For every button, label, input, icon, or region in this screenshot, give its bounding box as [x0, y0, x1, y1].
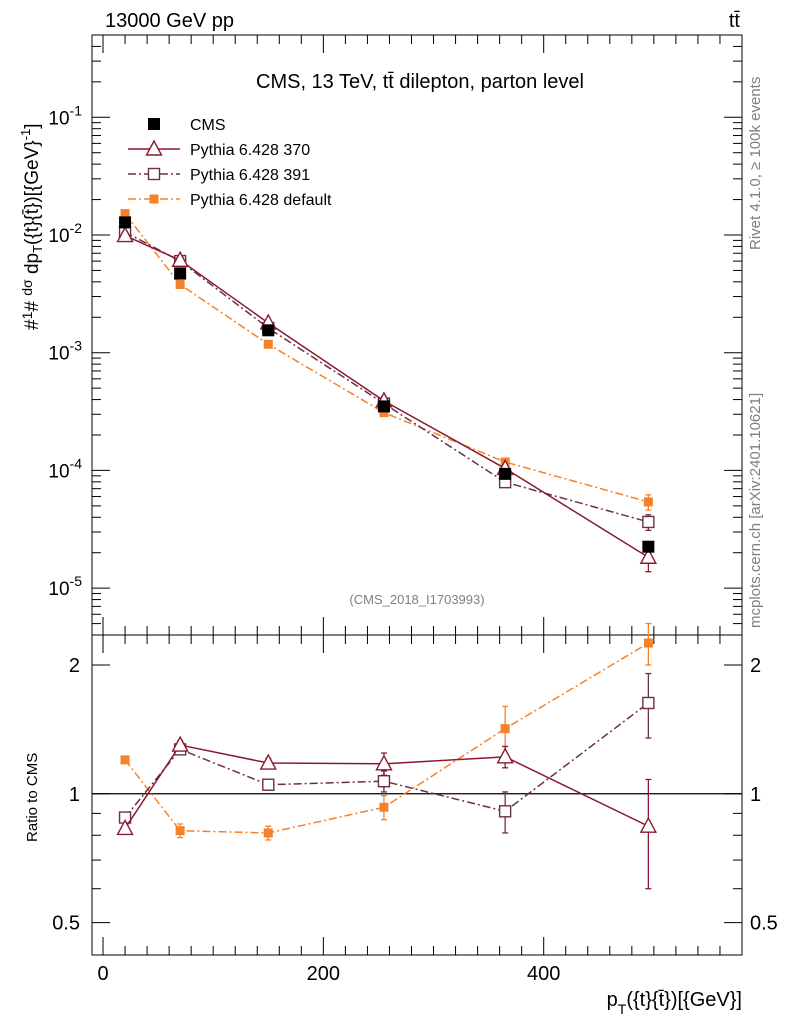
analysis-watermark: (CMS_2018_I1703993) [349, 592, 484, 607]
data-point [263, 828, 273, 838]
data-point [643, 497, 653, 507]
legend-item: Pythia 6.428 391 [128, 167, 310, 184]
data-point [116, 818, 134, 836]
main-y-axis-label: #1# dσ dpT({t}{t̄})[{GeV}-1] [18, 124, 45, 330]
main-series-pythia-6-428-391 [118, 225, 655, 531]
data-point [174, 267, 187, 280]
data-point [171, 250, 189, 267]
data-point [263, 339, 273, 349]
mcplots-label: mcplots.cern.ch [arXiv:2401.10621] [747, 393, 764, 628]
ratio-y-tick-label: 2 [69, 655, 80, 677]
data-point [496, 747, 514, 764]
data-point [377, 775, 391, 788]
chart-title: CMS, 13 TeV, tt̄ dilepton, parton level [256, 71, 584, 93]
main-y-tick-label: 10-1 [48, 102, 82, 129]
data-point [499, 467, 512, 480]
data-point [259, 753, 277, 770]
data-point [642, 696, 655, 710]
data-point [262, 324, 275, 337]
data-point [379, 802, 389, 812]
x-axis-label: pT({t}{t̄})[{GeV}] [607, 989, 742, 1017]
ratio-y-tick-label-right: 0.5 [750, 913, 778, 935]
x-tick-label: 400 [527, 963, 560, 985]
legend-label: Pythia 6.428 391 [190, 167, 310, 184]
series-line [124, 702, 649, 819]
legend-item: Pythia 6.428 default [128, 192, 332, 209]
ratio-series-pythia-6-428-370 [116, 735, 658, 890]
data-point [119, 216, 132, 229]
ratio-y-tick-label-right: 1 [750, 784, 761, 806]
legend-marker [145, 139, 163, 156]
data-point [642, 540, 655, 553]
header-energy-label: 13000 GeV pp [105, 10, 234, 32]
main-series-pythia-6-428-370 [116, 226, 658, 573]
series-line [124, 231, 649, 523]
ratio-y-tick-label-right: 2 [750, 655, 761, 677]
legend-marker [149, 194, 159, 204]
legend-marker [148, 118, 160, 130]
data-point [639, 547, 658, 564]
data-point [500, 724, 510, 734]
data-point [175, 279, 185, 289]
main-y-tick-label: 10-3 [48, 338, 82, 365]
main-y-tick-label: 10-2 [48, 220, 82, 247]
legend-label: Pythia 6.428 default [190, 192, 332, 209]
data-point [379, 408, 389, 418]
ratio-axis-ticks: 0.5 0.5 1 1 2 2 0 200 400 [52, 635, 778, 985]
legend-label: Pythia 6.428 370 [190, 142, 310, 159]
svg-text:#1# dσ dpT({t}{t̄})[{GeV}-1]: #1# dσ dpT({t}{t̄})[{GeV}-1] [18, 124, 45, 330]
svg-text:pT({t}{t̄})[{GeV}]: pT({t}{t̄})[{GeV}] [607, 989, 742, 1017]
main-y-tick-label: 10-4 [48, 455, 82, 482]
x-tick-label: 0 [97, 963, 108, 985]
legend-item: CMS [148, 117, 226, 134]
ratio-y-tick-label: 0.5 [52, 913, 80, 935]
data-point [171, 735, 189, 752]
series-line [124, 744, 649, 829]
legend-marker [147, 167, 161, 181]
main-series-group [116, 209, 658, 573]
series-line [124, 642, 649, 834]
series-line [124, 213, 649, 503]
legend-label: CMS [190, 117, 226, 134]
ratio-y-tick-label: 1 [69, 784, 80, 806]
data-point [175, 826, 185, 836]
legend: CMS Pythia 6.428 370 Pythia 6.428 391 Pythi… [128, 117, 332, 209]
series-line [124, 234, 649, 558]
data-point [120, 755, 130, 765]
data-point [120, 209, 130, 219]
x-tick-label: 200 [307, 963, 340, 985]
main-series-pythia-6-428-default [120, 209, 653, 511]
main-series-cms [119, 216, 655, 553]
header-process-label: tt̄ [729, 10, 741, 32]
rivet-version-label: Rivet 4.1.0, ≥ 100k events [747, 77, 764, 250]
legend-item: Pythia 6.428 370 [128, 139, 310, 159]
data-point [498, 805, 512, 818]
ratio-y-axis-label: Ratio to CMS [24, 753, 41, 842]
data-point [639, 816, 658, 833]
data-point [377, 400, 390, 413]
data-point [262, 778, 275, 791]
data-point [643, 638, 653, 648]
ratio-plot-frame [91, 634, 743, 956]
ratio-series-group [116, 622, 658, 890]
data-point [116, 226, 134, 243]
data-point [375, 754, 393, 771]
data-point [642, 515, 655, 529]
main-y-tick-label: 10-5 [48, 573, 82, 600]
ratio-series-pythia-6-428-default [120, 622, 653, 841]
